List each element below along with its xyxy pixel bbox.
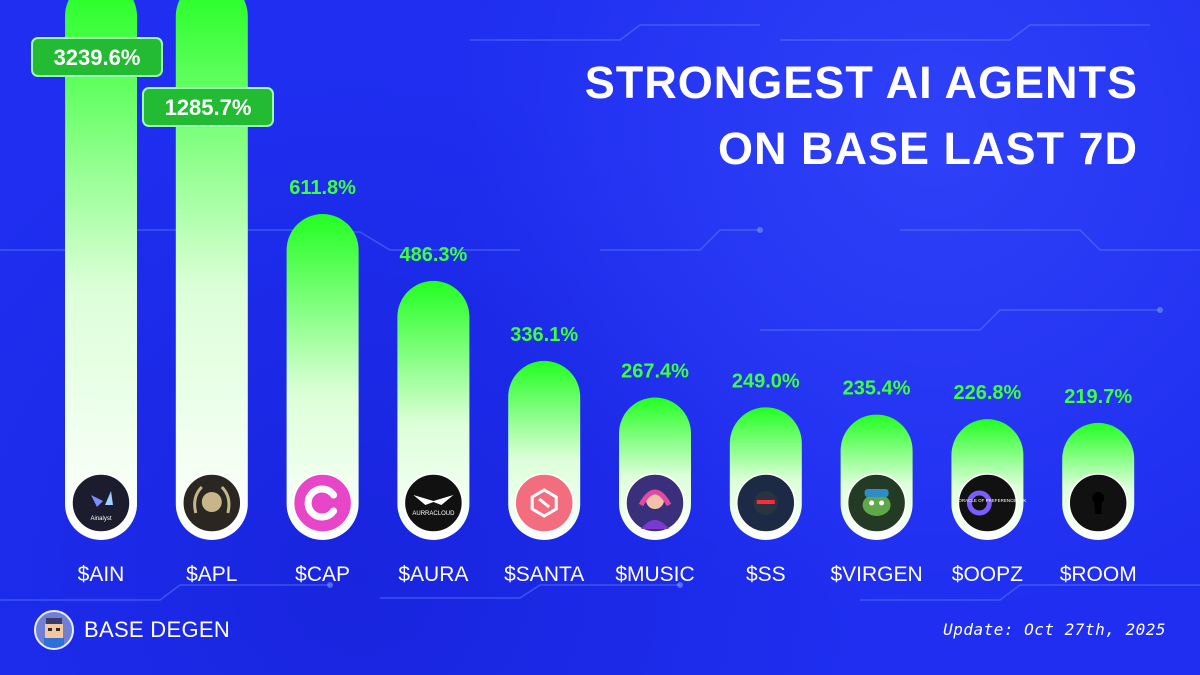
bar-3 [286, 214, 359, 540]
category-label-2: $APL [186, 563, 237, 586]
laurel-head-logo-icon [182, 473, 242, 533]
ss-helmet-icon [736, 473, 796, 533]
value-label-9: 226.8% [953, 382, 1021, 404]
bar-4 [397, 280, 470, 540]
value-badge-1: 3239.6% [31, 37, 163, 77]
update-date: Update: Oct 27th, 2025 [943, 620, 1166, 639]
category-label-4: $AURA [398, 563, 468, 586]
value-badge-2: 1285.7% [142, 87, 274, 127]
value-label-8: 235.4% [843, 378, 911, 400]
auracloud-logo-icon: AURRACLOUD [403, 473, 464, 533]
virgen-frog-icon [846, 473, 907, 533]
title-line-2: ON BASE LAST 7D [717, 123, 1138, 174]
value-label-7: 249.0% [732, 370, 800, 392]
value-label-3: 611.8% [289, 177, 356, 199]
value-label-6: 267.4% [621, 361, 689, 383]
category-label-6: $MUSIC [615, 563, 694, 586]
svg-text:ORACLE OF PREFERENCES ZK: ORACLE OF PREFERENCES ZK [958, 498, 1026, 503]
category-label-5: $SANTA [504, 563, 584, 586]
title-line-1: STRONGEST AI AGENTS [584, 57, 1138, 108]
ainalyst-logo-icon: Ainalyst [71, 473, 131, 533]
room-keyhole-icon [1068, 473, 1128, 533]
bar-1 [65, 0, 137, 540]
value-label-2: 1285.7% [165, 95, 252, 120]
category-label-7: $SS [746, 563, 786, 586]
value-label-1: 3239.6% [54, 45, 141, 70]
category-label-8: $VIRGEN [830, 563, 922, 586]
santa-logo-icon [514, 473, 574, 533]
bar-2 [175, 0, 248, 540]
svg-text:Ainalyst: Ainalyst [90, 516, 111, 522]
brand-logo: BASE DEGEN [34, 610, 230, 650]
pixel-avatar-icon [34, 610, 74, 650]
value-label-5: 336.1% [510, 324, 578, 346]
value-label-10: 219.7% [1064, 386, 1132, 408]
category-label-1: $AIN [78, 563, 125, 586]
oopz-oracle-icon: ORACLE OF PREFERENCES ZK [957, 473, 1026, 533]
value-label-4: 486.3% [399, 244, 467, 266]
music-avatar-icon [625, 473, 685, 533]
svg-text:AURRACLOUD: AURRACLOUD [412, 511, 455, 517]
cap-logo-icon [292, 473, 353, 533]
category-label-9: $OOPZ [952, 563, 1023, 586]
category-label-3: $CAP [295, 563, 350, 586]
category-label-10: $ROOM [1060, 563, 1137, 586]
brand-name: BASE DEGEN [84, 617, 231, 642]
chart-title: STRONGEST AI AGENTS ON BASE LAST 7D [438, 50, 1138, 182]
